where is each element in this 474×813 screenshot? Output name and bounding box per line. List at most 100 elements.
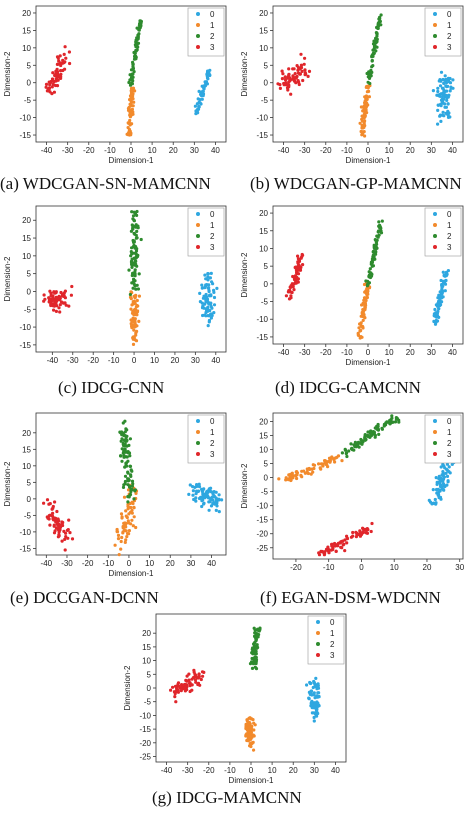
point-series-2 <box>132 282 136 286</box>
y-tick-label: 15 <box>259 227 268 236</box>
point-series-3 <box>286 88 290 92</box>
point-series-2 <box>136 253 140 257</box>
y-tick-label: 10 <box>259 244 268 253</box>
legend-label-0: 0 <box>447 417 452 426</box>
point-series-3 <box>298 268 303 272</box>
point-series-0 <box>206 69 210 73</box>
point-series-1 <box>362 313 366 317</box>
x-tick-label: 10 <box>145 559 154 568</box>
point-series-3 <box>48 83 52 87</box>
point-series-0 <box>196 107 200 111</box>
y-tick-label: 0 <box>27 495 32 504</box>
point-series-1 <box>333 456 338 460</box>
point-series-1 <box>117 553 121 557</box>
x-tick-label: 0 <box>366 348 371 357</box>
point-series-2 <box>130 82 134 86</box>
point-series-0 <box>191 489 195 493</box>
point-series-3 <box>194 673 198 678</box>
point-series-0 <box>312 681 316 685</box>
point-series-3 <box>286 290 290 294</box>
point-series-3 <box>343 538 347 542</box>
series-0-points <box>198 271 219 328</box>
scatter-panel-d: -40 -30 -20 -10 0 10 20 30 40-15-10-505101520Dim… <box>240 205 464 367</box>
point-series-0 <box>440 291 444 295</box>
point-series-1 <box>294 473 298 478</box>
y-tick-label: -15 <box>256 333 268 342</box>
point-series-2 <box>373 426 377 430</box>
point-series-3 <box>51 296 55 301</box>
legend-label-3: 3 <box>447 450 452 459</box>
point-series-1 <box>246 736 250 740</box>
point-series-3 <box>333 544 337 548</box>
point-series-3 <box>70 284 74 289</box>
series-0-points <box>431 70 455 126</box>
legend-label-2: 2 <box>210 232 215 241</box>
point-series-2 <box>125 444 129 448</box>
point-series-2 <box>136 287 140 291</box>
x-tick-label: -10 <box>323 563 335 572</box>
point-series-3 <box>56 72 60 76</box>
point-series-3 <box>302 62 306 66</box>
point-series-0 <box>441 270 445 274</box>
point-series-2 <box>120 459 124 463</box>
point-series-2 <box>378 225 382 229</box>
point-series-0 <box>207 496 211 500</box>
point-series-0 <box>442 114 446 118</box>
point-series-1 <box>305 467 309 471</box>
point-series-1 <box>305 470 309 474</box>
point-series-3 <box>48 502 52 506</box>
point-series-3 <box>349 535 353 539</box>
y-tick-label: 20 <box>259 209 268 218</box>
point-series-2 <box>382 424 386 428</box>
y-tick-label: 5 <box>147 670 152 679</box>
point-series-0 <box>191 493 195 497</box>
point-series-3 <box>42 299 46 303</box>
point-series-0 <box>209 304 213 309</box>
x-tick-label: -20 <box>83 146 95 155</box>
point-series-3 <box>67 518 71 522</box>
point-series-0 <box>437 474 441 478</box>
point-series-0 <box>445 272 449 276</box>
legend-label-2: 2 <box>210 439 215 448</box>
plot-frame <box>35 412 227 556</box>
point-series-1 <box>126 488 131 492</box>
point-series-0 <box>444 278 448 283</box>
y-tick-label: -20 <box>139 739 151 748</box>
series-2-points <box>364 219 384 288</box>
point-series-1 <box>311 470 315 474</box>
point-series-3 <box>283 75 287 79</box>
point-series-3 <box>68 531 72 535</box>
point-series-0 <box>200 487 204 491</box>
point-series-0 <box>444 111 448 115</box>
legend-marker-1 <box>433 430 437 434</box>
legend-label-1: 1 <box>447 21 452 30</box>
point-series-2 <box>365 282 370 287</box>
point-series-0 <box>198 300 202 304</box>
point-series-0 <box>436 86 440 90</box>
point-series-3 <box>177 684 181 688</box>
point-series-3 <box>57 534 61 538</box>
legend-marker-3 <box>316 653 320 657</box>
point-series-0 <box>207 318 211 323</box>
point-series-1 <box>130 100 134 104</box>
point-series-2 <box>373 45 377 49</box>
point-series-3 <box>69 293 73 297</box>
x-tick-label: 40 <box>207 559 216 568</box>
point-series-3 <box>303 56 307 60</box>
point-series-0 <box>446 102 450 106</box>
point-series-1 <box>245 719 249 723</box>
x-tick-label: -30 <box>182 766 194 775</box>
point-series-0 <box>197 104 201 109</box>
point-series-1 <box>121 525 125 529</box>
point-series-2 <box>132 251 136 255</box>
point-series-0 <box>203 285 207 289</box>
point-series-3 <box>173 695 177 699</box>
point-series-3 <box>185 674 189 678</box>
point-series-2 <box>379 13 383 17</box>
x-tick-label: -40 <box>41 146 53 155</box>
x-tick-label: -30 <box>299 348 311 357</box>
point-series-2 <box>120 437 124 441</box>
point-series-2 <box>388 418 392 423</box>
point-series-2 <box>131 214 136 218</box>
point-series-2 <box>253 631 257 635</box>
